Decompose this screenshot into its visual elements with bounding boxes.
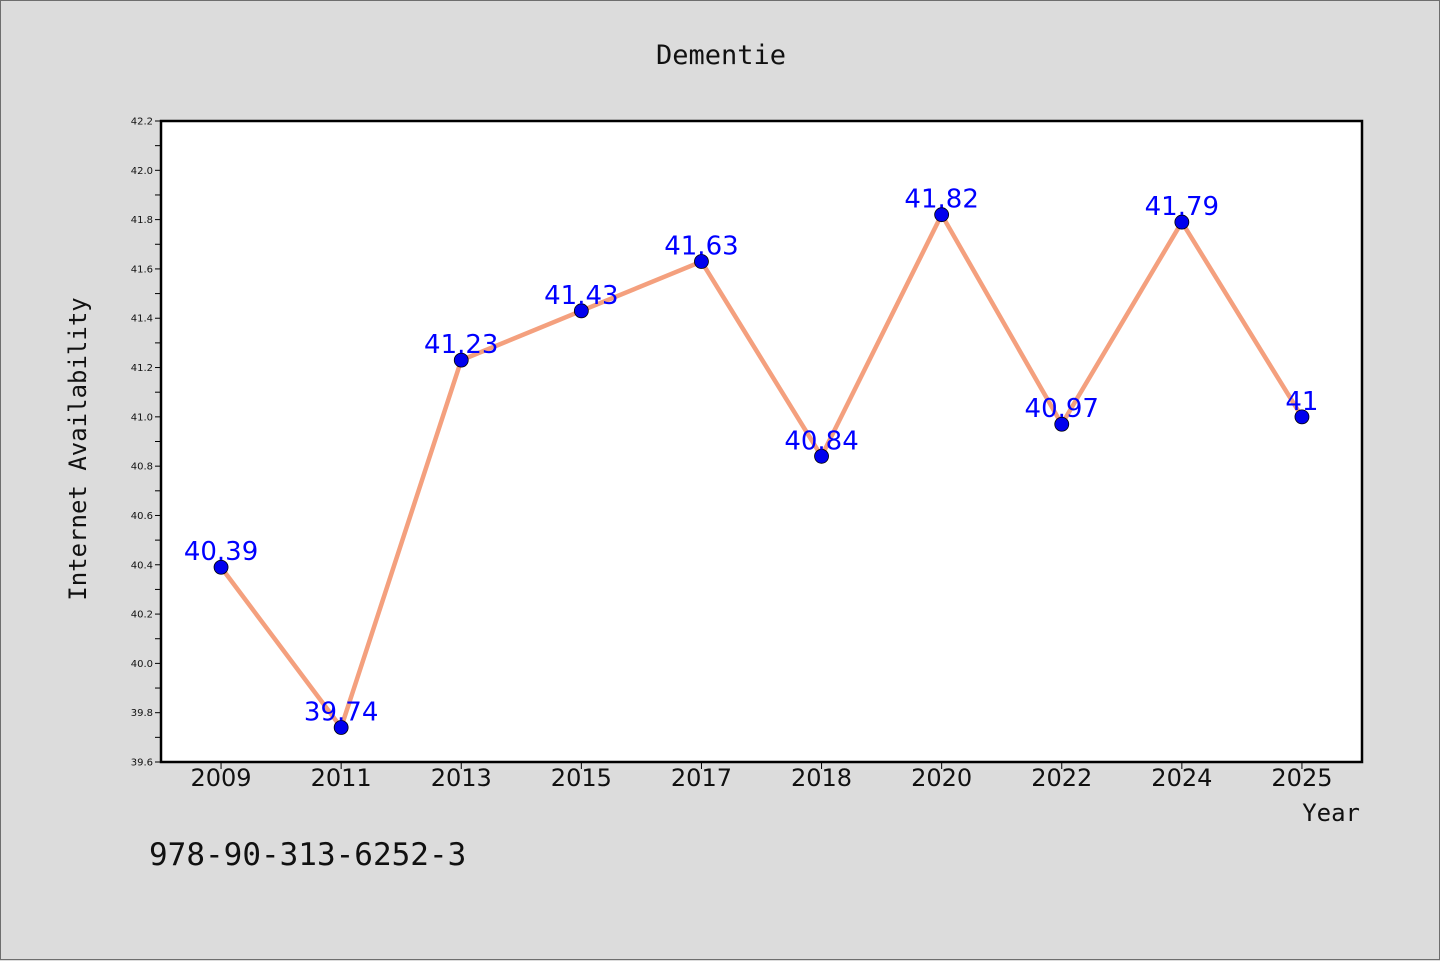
x-tick-label: 2022 [1031,764,1092,792]
chart-title: Dementie [656,40,786,71]
y-tick-label: 40.6 [131,511,153,522]
data-point [1054,416,1070,432]
data-point [213,559,229,575]
data-label: 40.39 [184,537,258,567]
x-tick-label: 2018 [791,764,852,792]
y-tick-label: 41.4 [131,314,153,325]
data-label: 40.97 [1025,394,1099,424]
data-label: 41.79 [1145,192,1219,222]
y-tick-label: 40.0 [131,659,153,670]
x-tick-label: 2013 [431,764,492,792]
data-point [1294,409,1310,425]
x-tick-label: 2009 [191,764,252,792]
y-tick-label: 41.2 [131,363,153,374]
y-tick-label: 41.0 [131,412,153,423]
data-point [814,448,829,464]
data-label: 41.23 [424,330,498,360]
y-tick-label: 42.0 [131,166,153,177]
x-tick-label: 2015 [551,764,612,792]
y-tick-label: 40.4 [131,560,153,571]
x-axis-label: Year [1302,799,1360,827]
data-point [694,254,709,269]
data-point [1174,214,1190,230]
data-point [453,352,469,368]
data-label: 41.43 [544,281,618,311]
x-tick-label: 2017 [671,764,732,792]
y-tick-label: 41.6 [131,264,153,275]
footer-code: 978-90-313-6252-3 [149,837,466,873]
data-point [333,720,349,735]
y-tick-label: 40.2 [131,610,153,621]
data-label: 41.63 [664,232,738,262]
y-tick-label: 39.6 [131,758,153,769]
data-point [573,303,589,319]
x-tick-label: 2020 [911,764,972,792]
x-tick-label: 2025 [1271,764,1332,792]
x-tick-label: 2011 [311,764,372,792]
data-label: 40.84 [784,426,858,456]
plot-frame [159,119,1364,764]
y-tick-label: 40.8 [131,462,153,473]
data-label: 41.82 [904,185,978,215]
data-label: 41 [1285,387,1318,417]
y-tick-label: 39.8 [131,708,153,719]
y-tick-label: 41.8 [131,215,153,226]
x-tick-label: 2024 [1151,764,1212,792]
y-axis-label: Internet Availability [64,297,92,600]
data-label: 39.74 [304,697,378,727]
y-tick-label: 42.2 [131,117,153,128]
data-point [934,207,950,223]
plot-area [161,121,1362,762]
series-line [218,212,1305,730]
